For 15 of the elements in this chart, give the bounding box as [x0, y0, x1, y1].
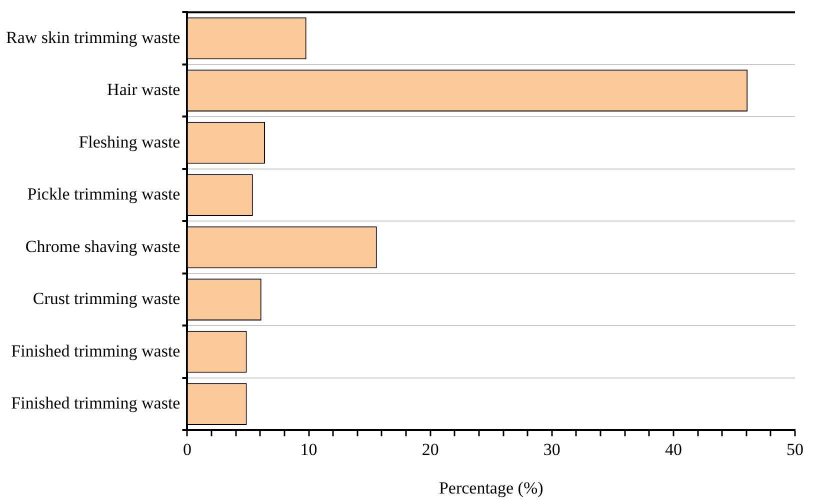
x-tick-label: 50 [786, 440, 804, 459]
y-tick-label: Crust trimming waste [32, 289, 180, 308]
x-tick-label: 30 [543, 440, 560, 459]
y-tick-label: Finished trimming waste [11, 341, 180, 360]
x-tick-label: 20 [422, 440, 439, 459]
y-tick-label: Hair waste [107, 80, 180, 100]
x-tick-label: 0 [182, 440, 192, 459]
y-tick-label: Finished trimming waste [11, 394, 180, 413]
y-tick-label: Pickle trimming waste [27, 184, 180, 204]
y-tick-label: Chrome shaving waste [25, 236, 180, 256]
y-tick-label: Fleshing waste [78, 132, 180, 152]
x-tick-label: 40 [664, 440, 682, 459]
x-tick-label: 10 [300, 440, 318, 459]
x-axis-title: Percentage (%) [438, 478, 544, 498]
y-tick-label: Raw skin trimming waste [6, 28, 180, 47]
